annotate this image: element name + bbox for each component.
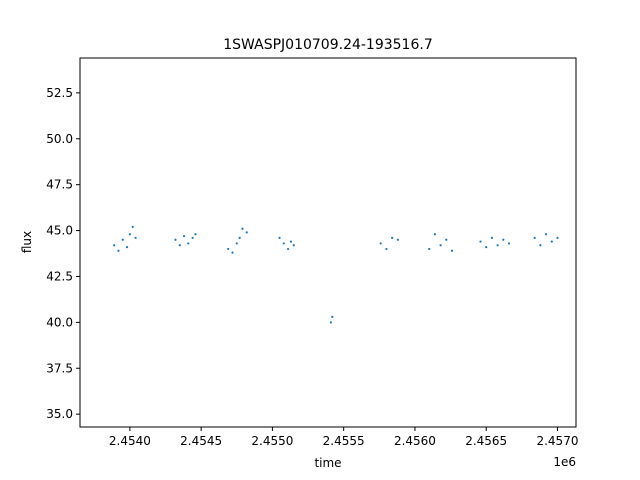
data-point — [245, 231, 248, 234]
data-point — [533, 236, 536, 240]
data-point — [391, 236, 394, 240]
data-point — [187, 242, 190, 245]
y-tick-label: 42.5 — [46, 269, 73, 283]
y-tick-label: 52.5 — [46, 86, 73, 100]
plot-frame — [79, 57, 577, 428]
data-point — [544, 233, 548, 236]
data-point — [282, 242, 285, 245]
x-tick-label: 2.4560 — [394, 434, 436, 448]
data-point — [485, 245, 488, 249]
data-point — [134, 236, 137, 240]
data-point — [289, 240, 293, 243]
y-axis-ticks: 35.0 37.5 40.0 42.5 45.0 47.5 50.0 52.5 — [46, 86, 80, 421]
x-axis-ticks: 2.4540 2.4545 2.4550 2.4555 2.4560 2.4565 2.45… — [109, 427, 578, 448]
y-axis-label: flux — [20, 231, 34, 253]
data-point — [445, 238, 448, 241]
x-tick-label: 2.4555 — [323, 434, 365, 448]
data-point — [125, 245, 129, 249]
data-point — [428, 247, 431, 251]
data-point — [331, 315, 334, 318]
x-tick-label: 2.4570 — [536, 434, 578, 448]
data-point — [227, 247, 230, 251]
y-tick-label: 47.5 — [46, 178, 73, 192]
data-point — [174, 238, 177, 241]
x-axis-offset-label: 1e6 — [553, 455, 576, 469]
x-axis-label: time — [314, 456, 341, 470]
y-tick-label: 50.0 — [46, 132, 73, 146]
data-point — [286, 247, 290, 251]
x-tick-label: 2.4545 — [180, 434, 222, 448]
data-point — [241, 227, 244, 230]
data-point — [278, 236, 281, 240]
data-point — [556, 236, 559, 240]
data-point — [128, 233, 131, 236]
x-tick-label: 2.4540 — [109, 434, 151, 448]
data-point — [496, 244, 499, 247]
data-point — [131, 225, 134, 228]
data-point — [178, 244, 181, 247]
data-point — [292, 244, 295, 247]
y-tick-label: 40.0 — [46, 315, 73, 329]
y-tick-label: 35.0 — [46, 407, 73, 421]
x-tick-label: 2.4565 — [465, 434, 507, 448]
data-point — [182, 234, 186, 238]
data-point — [113, 244, 116, 247]
scatter-points — [113, 225, 559, 324]
y-tick-label: 37.5 — [46, 361, 73, 375]
data-point — [479, 240, 482, 243]
data-point — [117, 249, 120, 252]
data-point — [433, 233, 436, 236]
data-point — [379, 242, 382, 245]
data-point — [191, 236, 194, 240]
data-point — [490, 236, 494, 240]
data-point — [235, 242, 238, 245]
data-point — [121, 238, 124, 241]
data-point — [539, 244, 542, 247]
data-point — [385, 247, 388, 251]
data-point — [550, 240, 553, 243]
data-point — [231, 251, 234, 254]
data-point — [238, 236, 241, 240]
data-point — [450, 249, 454, 252]
data-point — [502, 238, 505, 241]
data-point — [396, 238, 399, 241]
y-tick-label: 45.0 — [46, 224, 73, 238]
chart-title: 1SWASPJ010709.24-193516.7 — [223, 37, 432, 53]
data-point — [329, 321, 332, 324]
data-point — [507, 242, 511, 245]
x-tick-label: 2.4550 — [251, 434, 293, 448]
data-point — [439, 244, 442, 247]
data-point — [194, 233, 197, 236]
